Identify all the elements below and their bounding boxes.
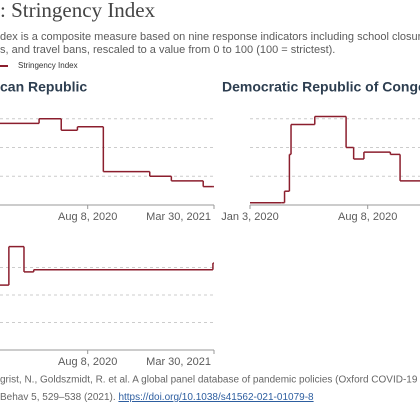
- source: grist, N., Goldszmidt, R. et al. A globa…: [0, 375, 420, 386]
- x-tick-label: Aug 8, 2020: [338, 211, 397, 223]
- subtitle: s, and travel bans, rescaled to a value …: [0, 44, 335, 56]
- source-link[interactable]: https://doi.org/10.1038/s41562-021-01079…: [118, 392, 314, 403]
- x-tick-label: Aug 8, 2020: [58, 211, 117, 223]
- x-tick-label: Jan 3, 2020: [221, 211, 279, 223]
- source: Behav 5, 529–538 (2021).: [0, 392, 118, 403]
- subtitle: dex is a composite measure based on nine…: [0, 31, 420, 43]
- panel-title: Democratic Republic of Congo: [222, 79, 420, 95]
- x-tick-label: Aug 8, 2020: [58, 356, 117, 368]
- panel-title: can Republic: [0, 79, 87, 95]
- chart-title: : Stringency Index: [0, 0, 156, 22]
- x-tick-label: Mar 30, 2021: [146, 211, 211, 223]
- source: Behav 5, 529–538 (2021). https://doi.org…: [0, 392, 314, 403]
- x-tick-label: Mar 30, 2021: [146, 356, 211, 368]
- legend-label: Stringency Index: [18, 61, 78, 70]
